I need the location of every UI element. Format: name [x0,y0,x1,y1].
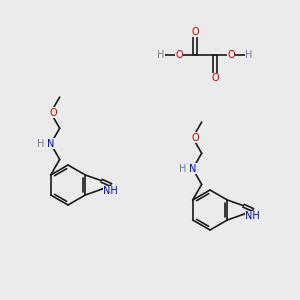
Text: O: O [192,133,200,142]
Text: NH: NH [245,211,260,221]
Text: H: H [157,50,165,60]
Text: O: O [211,73,219,83]
Text: N: N [189,164,196,174]
Text: O: O [175,50,183,60]
Text: O: O [191,27,199,37]
Text: O: O [50,108,58,118]
Text: H: H [179,164,186,174]
Text: N: N [47,139,54,149]
Text: H: H [245,50,253,60]
Text: NH: NH [103,186,118,196]
Text: H: H [37,139,44,149]
Text: O: O [227,50,235,60]
